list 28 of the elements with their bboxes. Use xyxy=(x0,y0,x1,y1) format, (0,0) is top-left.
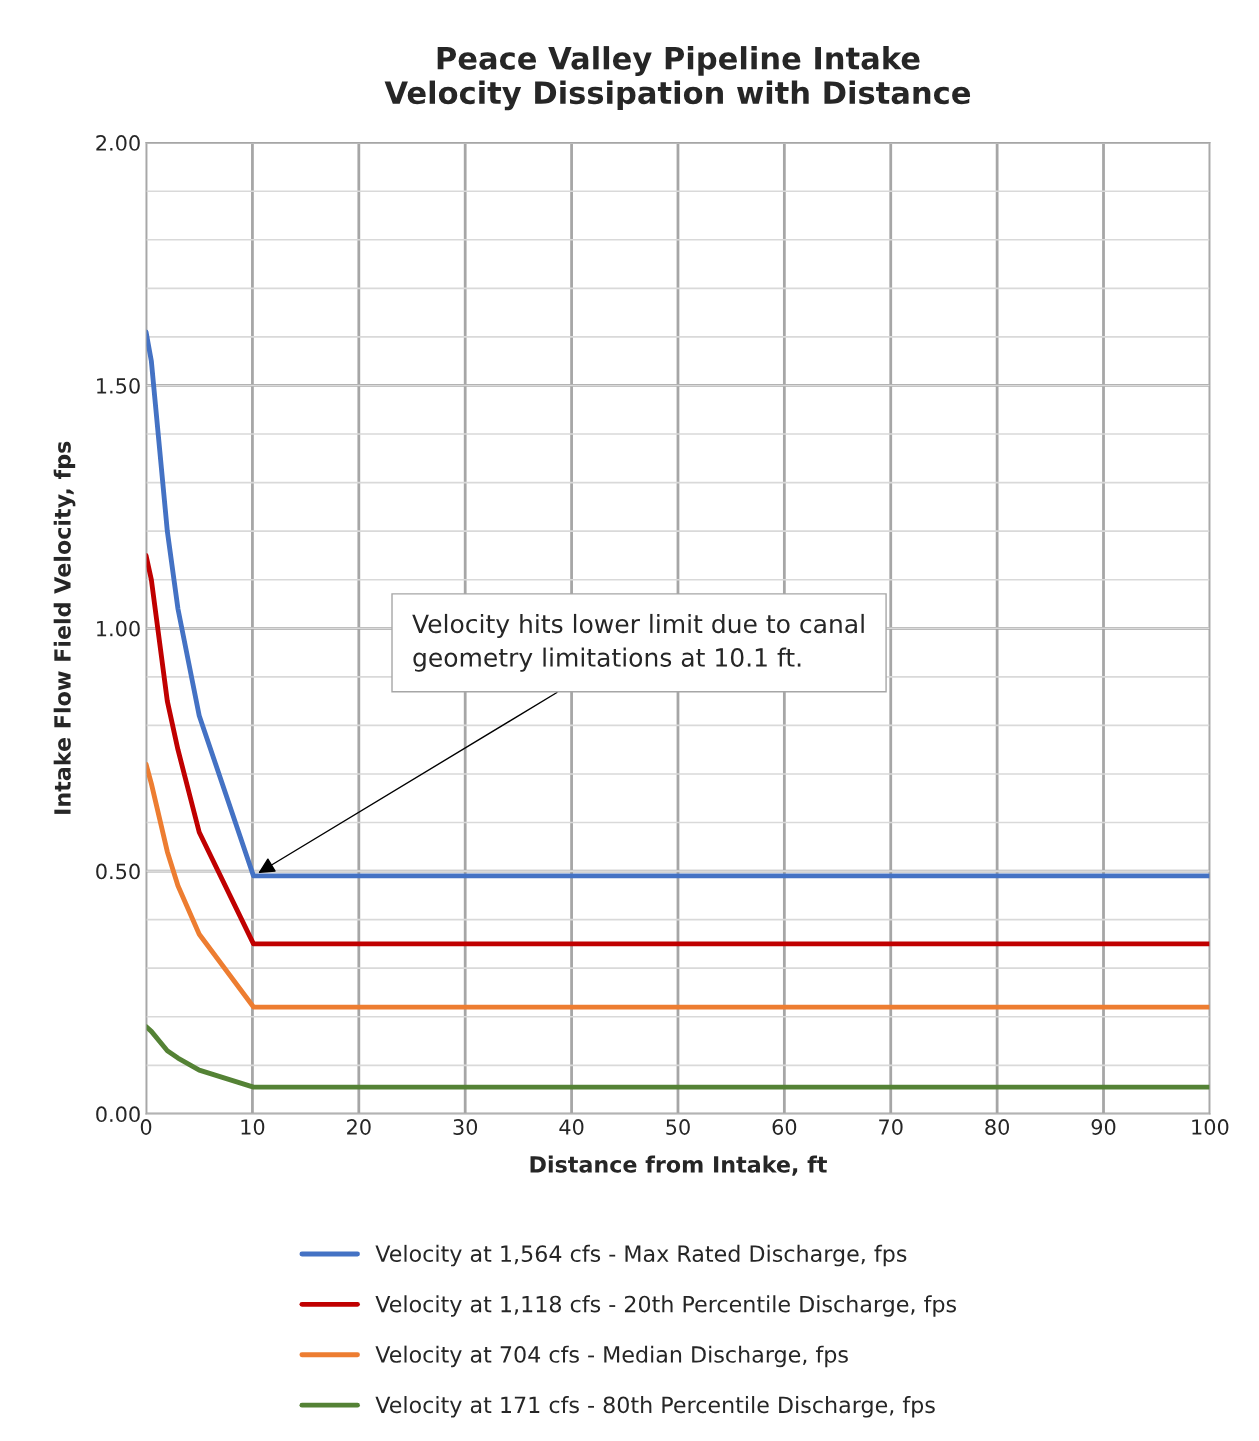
x-tick-label: 80 xyxy=(985,1119,1009,1135)
y-tick-label: 0.50 xyxy=(96,863,140,880)
line-series xyxy=(146,761,1210,1010)
line-series xyxy=(146,1024,1210,1090)
x-tick-label: 0 xyxy=(140,1119,152,1135)
y-tick-label: 0.00 xyxy=(96,1106,140,1123)
x-tick-label: 70 xyxy=(879,1119,903,1135)
annotation: Velocity hits lower limit due to canal geometry limitations at 10.1 ft. xyxy=(412,613,864,672)
x-tick-label: 90 xyxy=(1091,1119,1116,1135)
y-axis-title: Intake Flow Field Velocity, fps xyxy=(53,441,76,814)
x-tick-label: 10 xyxy=(241,1119,265,1135)
x-axis-title: Distance from Intake, ft xyxy=(530,1155,827,1176)
x-tick-label: 50 xyxy=(666,1119,690,1135)
legend-label: Velocity at 1,118 cfs - 20th Percentile Discharge, fps xyxy=(375,1295,957,1317)
legend-label: Velocity at 704 cfs - Median Discharge, fps xyxy=(375,1345,848,1368)
x-tick-label: 20 xyxy=(347,1119,371,1135)
x-tick-label: 60 xyxy=(772,1119,797,1135)
y-tick-label: 1.50 xyxy=(97,377,140,394)
line-series xyxy=(146,553,1210,947)
x-tick-label: 40 xyxy=(559,1119,584,1135)
y-tick-label: 2.00 xyxy=(96,135,140,151)
chart-title: Peace Valley Pipeline Intake Velocity Dissipation with Distance xyxy=(384,46,971,111)
x-tick-label: 30 xyxy=(453,1119,478,1135)
legend-label: Velocity at 1,564 cfs - Max Rated Discharge, fps xyxy=(375,1244,907,1267)
x-tick-label: 100 xyxy=(1192,1119,1229,1135)
y-tick-label: 1.00 xyxy=(97,620,140,637)
line-series xyxy=(146,329,1210,879)
legend-label: Velocity at 171 cfs - 80th Percentile Discharge, fps xyxy=(375,1396,935,1418)
